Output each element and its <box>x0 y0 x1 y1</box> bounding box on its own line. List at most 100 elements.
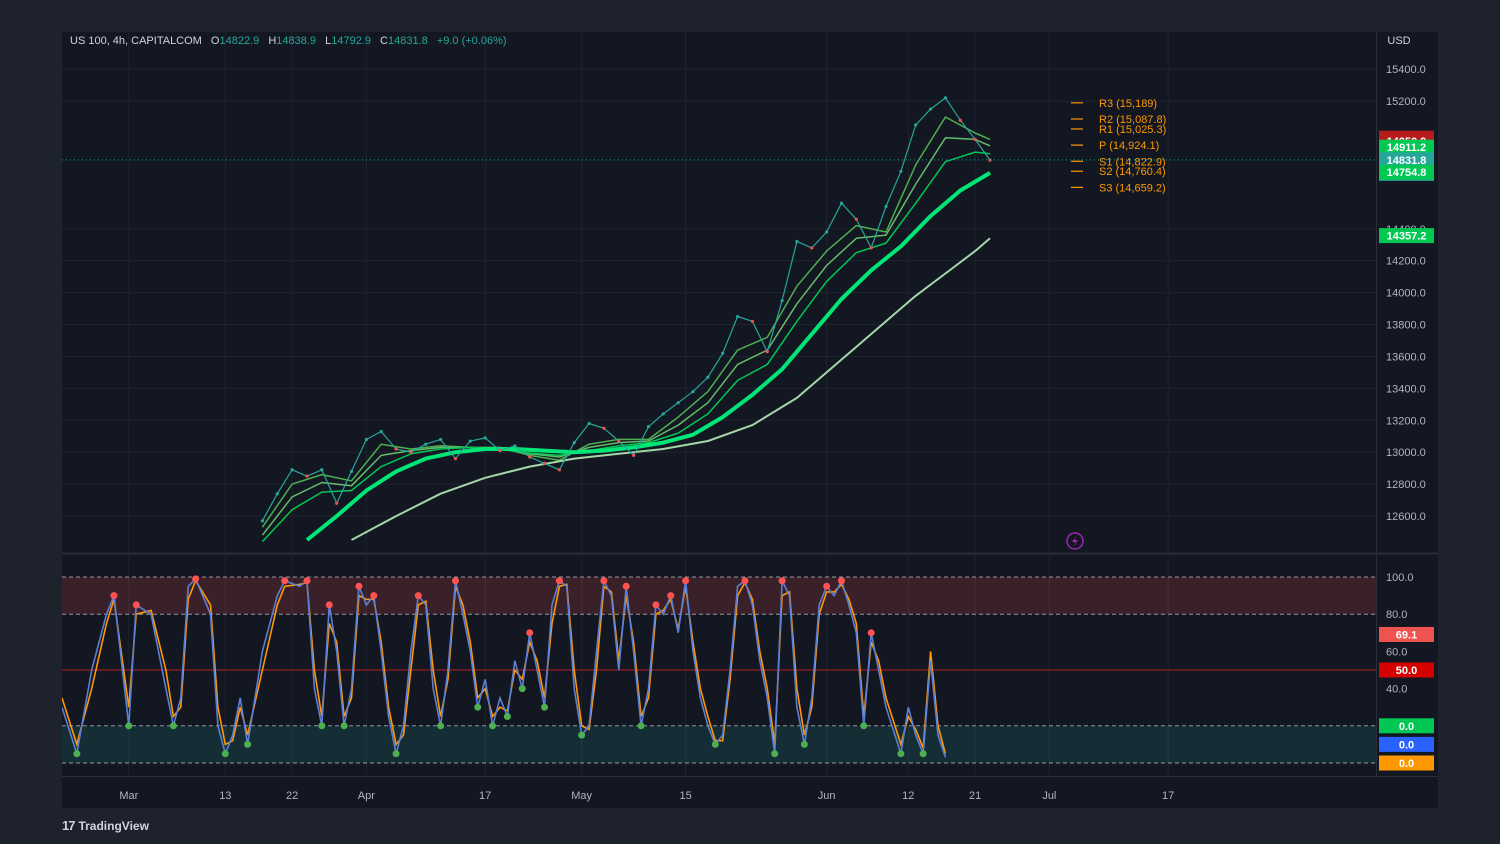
price-point <box>914 123 918 127</box>
price-point <box>483 436 487 440</box>
y-tick-label: 13200.0 <box>1386 415 1426 427</box>
price-point <box>691 389 695 394</box>
stochastic-signal-up <box>318 722 326 730</box>
price-point <box>275 492 279 496</box>
price-tag: 14911.2 <box>1387 142 1426 154</box>
stochastic-signal-up <box>392 750 400 758</box>
stochastic-signal-down <box>303 577 311 585</box>
stochastic-signal-down <box>741 577 749 585</box>
stochastic-signal-up <box>489 722 497 730</box>
stochastic-signal-down <box>778 577 786 585</box>
close-value: 14831.8 <box>388 35 428 47</box>
pivot-label: R1 (15,025.3) <box>1099 124 1166 136</box>
price-point <box>602 426 606 430</box>
price-point <box>780 298 784 303</box>
stochastic-signal-up <box>340 722 348 730</box>
stochastic-signal-down <box>837 577 845 585</box>
moving-average-ma3 <box>261 151 991 543</box>
high-value: 14838.9 <box>276 35 317 47</box>
stochastic-signal-down <box>600 577 608 585</box>
lightning-icon[interactable] <box>1066 532 1084 550</box>
x-tick-label: Jul <box>1042 790 1056 802</box>
price-point <box>839 201 844 205</box>
stochastic-tag: 0.0 <box>1399 721 1414 733</box>
price-point <box>810 246 814 250</box>
price-point <box>468 439 472 443</box>
stochastic-signal-up <box>919 750 927 758</box>
y-tick-label: 15200.0 <box>1386 96 1426 108</box>
stochastic-signal-up <box>244 740 252 748</box>
stochastic-signal-up <box>437 722 445 730</box>
symbol-header: US 100, 4h, CAPITALCOM O14822.9 H14838.9… <box>70 35 507 47</box>
pivot-label: P (14,924.1) <box>1099 140 1159 152</box>
stochastic-signal-up <box>860 722 868 730</box>
stochastic-lines <box>61 575 947 758</box>
price-point <box>973 137 977 141</box>
stochastic-signal-up <box>221 750 229 758</box>
price-point <box>587 421 591 426</box>
price-point <box>617 439 621 443</box>
moving-averages <box>261 116 992 543</box>
price-tag-bg <box>1379 152 1434 168</box>
stochastic-signal-up <box>578 731 586 739</box>
stochastic-signal-down <box>281 577 289 585</box>
stochastic-tag-bg <box>1379 626 1434 642</box>
chart-area[interactable]: R3 (15,189) R2 (15,087.8) R1 (15,025.3) P (… <box>61 32 1438 808</box>
stochastic-tag-bg <box>1379 755 1434 771</box>
stochastic-signal-up <box>169 722 177 730</box>
price-point <box>884 204 888 209</box>
x-tick-label: 21 <box>969 790 981 802</box>
x-tick-label: 12 <box>902 790 914 802</box>
price-tag-bg <box>1379 228 1434 244</box>
y-tick-label: 13800.0 <box>1386 320 1426 332</box>
price-tag: 14754.8 <box>1387 167 1427 179</box>
pivot-levels: R3 (15,189) R2 (15,087.8)R1 (15,025.3) P (… <box>1071 98 1166 194</box>
oversold-zone <box>62 725 1376 763</box>
price-point <box>646 425 651 429</box>
price-point <box>409 450 413 454</box>
price-point <box>542 461 547 465</box>
price-point <box>988 158 992 162</box>
price-point <box>572 441 576 445</box>
x-tick-label: May <box>571 790 592 802</box>
price-point <box>825 230 829 234</box>
x-tick-label: Jun <box>818 790 836 802</box>
price-point <box>290 468 294 472</box>
stochastic-signal-up <box>771 750 779 758</box>
tradingview-brand[interactable]: 17 TradingView <box>62 818 149 833</box>
price-point <box>765 350 769 354</box>
price-point <box>260 519 265 523</box>
price-line <box>62 96 1376 523</box>
y-tick-label: 12800.0 <box>1386 479 1426 491</box>
stochastic-signal-up <box>800 740 808 748</box>
chart-svg[interactable]: R3 (15,189) R2 (15,087.8)R1 (15,025.3) P (… <box>61 32 1438 808</box>
x-tick-label: Apr <box>358 790 375 802</box>
price-point <box>721 351 725 355</box>
pivot-label: S2 (14,760.4) <box>1099 166 1166 178</box>
price-point <box>869 246 873 250</box>
moving-average-ma1 <box>261 116 991 528</box>
change-value: +9.0 (+0.06%) <box>436 35 507 47</box>
price-point <box>364 437 368 442</box>
y-tick-label: 13600.0 <box>1386 351 1426 363</box>
y-tick-label: 15400.0 <box>1386 64 1426 76</box>
price-point <box>854 217 858 221</box>
x-tick-label: 17 <box>479 790 491 802</box>
stochastic-tag-bg <box>1379 662 1434 678</box>
moving-average-ma2 <box>261 137 991 536</box>
low-label: L <box>325 35 332 47</box>
stochastic-signal-up <box>73 750 81 758</box>
stochastic-tag: 0.0 <box>1399 758 1414 770</box>
symbol-name[interactable]: US 100, 4h, CAPITALCOM <box>70 35 202 47</box>
price-point <box>305 474 309 478</box>
price-point <box>513 444 517 448</box>
x-tick-label: Mar <box>119 790 138 802</box>
price-point <box>661 412 665 416</box>
price-point <box>439 437 443 442</box>
price-point <box>394 447 398 451</box>
overbought-zone <box>62 577 1376 615</box>
price-point <box>750 319 755 323</box>
pivot-label: R2 (15,087.8) <box>1099 114 1166 126</box>
close-price-line <box>261 97 991 522</box>
stochastic-signal-up <box>897 750 905 758</box>
